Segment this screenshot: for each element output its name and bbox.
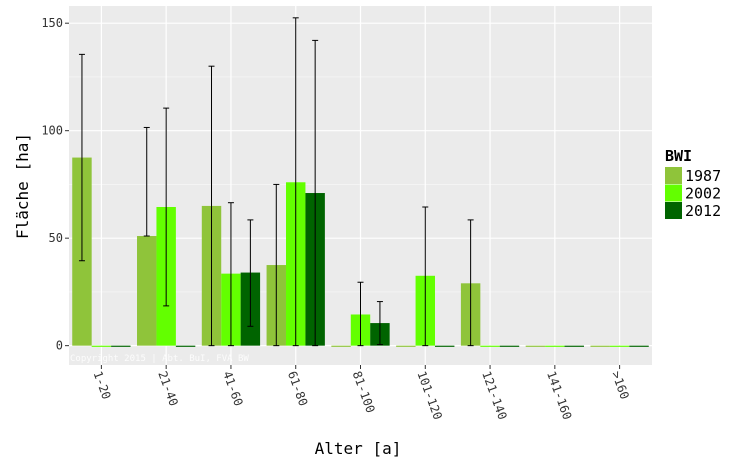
y-tick-label: 50	[49, 231, 63, 245]
x-tick-label: 121-140	[479, 369, 509, 421]
x-axis-title: Alter [a]	[315, 439, 402, 458]
y-axis-title: Fläche [ha]	[13, 133, 32, 239]
y-tick-label: 0	[56, 339, 63, 353]
error-bar-1987-121-140	[467, 219, 474, 347]
legend-swatch-2012	[665, 202, 682, 219]
bar-2012-1-20	[111, 345, 131, 347]
watermark-text: Copyright 2015 | Abt. BuI, FVA BW	[70, 354, 249, 364]
legend-swatch-1987	[665, 167, 682, 184]
legend-label-2002: 2002	[685, 185, 721, 203]
x-tick-label: 101-120	[414, 369, 444, 421]
bar-2002-1-20	[91, 345, 112, 347]
x-tick-label: 141-160	[544, 369, 574, 421]
error-bar-2002-81-100	[357, 281, 364, 347]
bar-2012-101-120	[434, 345, 455, 347]
error-bar-2002-101-120	[422, 206, 429, 347]
bar-2012-141-160	[564, 345, 584, 347]
bar-2002-141-160	[545, 345, 565, 347]
bar-2012-121-140	[499, 345, 520, 347]
y-axis-ticks: 0 50 100 150	[41, 16, 69, 353]
error-bar-1987-21-40	[143, 126, 150, 237]
error-bar-1987-1-20	[78, 53, 85, 262]
bar-1987-101-120	[396, 345, 416, 347]
x-axis-ticks: 1-20 21-40 41-60 61-80 81-100 101-120 121-140 1…	[91, 365, 632, 422]
error-bars-layer	[78, 17, 474, 347]
error-bar-2012-41-60	[247, 219, 254, 327]
x-tick-label: 21-40	[155, 369, 181, 408]
y-tick-label: 100	[41, 124, 63, 138]
x-tick-label: 61-80	[285, 369, 311, 408]
bar-2012->160	[629, 345, 649, 347]
bar-2002->160	[609, 345, 630, 347]
legend-title: BWI	[665, 147, 692, 165]
x-tick-label: 41-60	[220, 369, 246, 408]
legend-swatch-2002	[665, 184, 682, 202]
bar-1987-141-160	[525, 345, 546, 347]
error-bar-2002-61-80	[292, 17, 299, 347]
bar-2002-121-140	[480, 345, 500, 347]
legend-label-1987: 1987	[685, 167, 721, 185]
error-bar-1987-61-80	[273, 183, 280, 347]
x-tick-label: 81-100	[350, 369, 378, 415]
error-bar-2012-61-80	[312, 39, 319, 347]
bar-1987-21-40	[137, 236, 157, 346]
error-bar-2002-41-60	[227, 202, 234, 347]
x-tick-label: 1-20	[91, 369, 114, 401]
error-bar-2002-21-40	[163, 107, 170, 307]
bar-1987->160	[590, 345, 610, 347]
legend-label-2012: 2012	[685, 202, 721, 220]
bar-2012-21-40	[175, 345, 196, 347]
x-tick-label: >160	[609, 369, 632, 401]
error-bar-1987-41-60	[208, 65, 215, 347]
y-tick-label: 150	[41, 16, 63, 30]
bar-1987-81-100	[331, 345, 351, 347]
error-bar-2012-81-100	[376, 301, 383, 346]
